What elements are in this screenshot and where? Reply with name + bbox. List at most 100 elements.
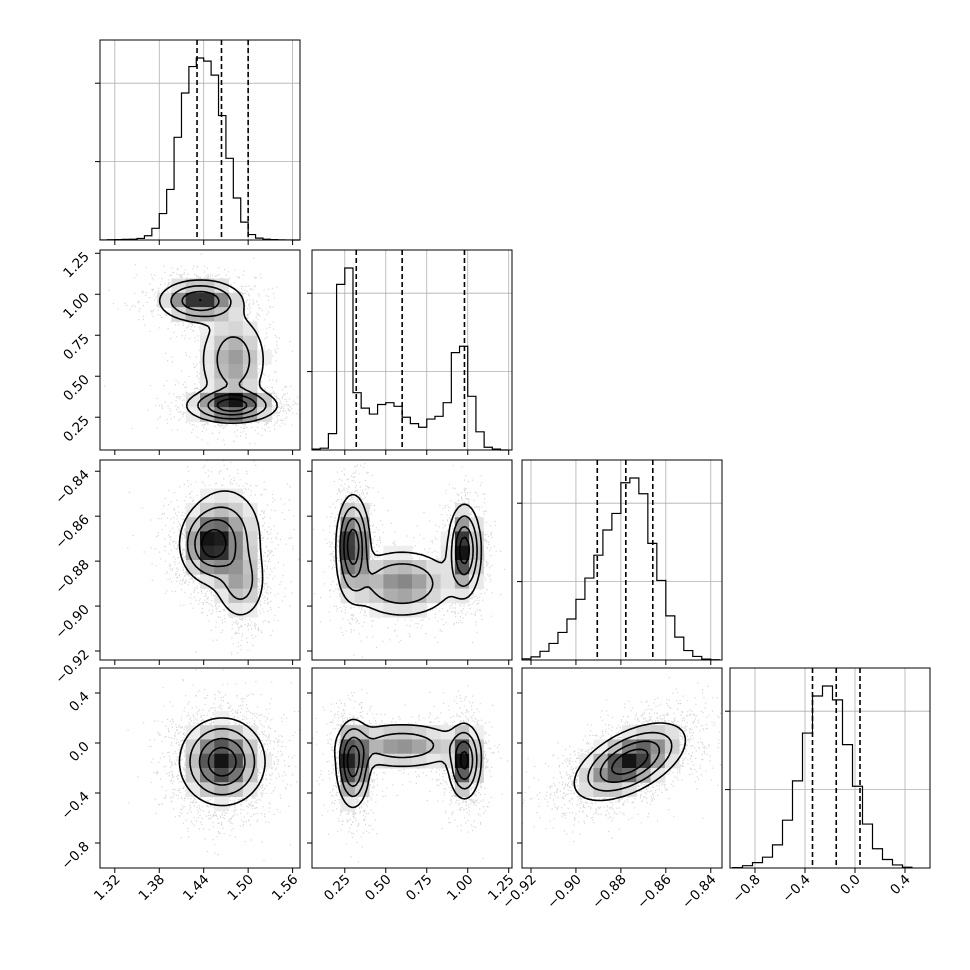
y-tick-label-1-0: 0.25 (60, 413, 93, 446)
density-cell (228, 364, 244, 379)
x-tick-label-3-2: 0.0 (837, 872, 864, 899)
density-cell (200, 364, 215, 379)
x-tick-label-0-3: 1.50 (224, 872, 257, 905)
density-cell (185, 782, 201, 797)
density-cell (454, 588, 470, 604)
density-cell (397, 725, 413, 740)
density-cell (440, 574, 456, 589)
density-cell (636, 768, 651, 783)
density-cell (383, 739, 399, 755)
density-cell (636, 753, 651, 769)
joint-panel-2_1 (307, 459, 513, 665)
x-tick-label-3-1: −0.4 (779, 872, 813, 906)
density-cell (426, 753, 441, 769)
joint-panel-1_0 (95, 249, 301, 455)
y-tick-label-2-3: −0.86 (52, 512, 93, 553)
y-tick-label-2-1: −0.90 (52, 602, 93, 643)
density-cell (426, 588, 441, 604)
contour-level-2 (194, 518, 237, 568)
density-cell (340, 588, 356, 604)
contour-level-1 (186, 506, 254, 601)
hist-panel-2 (517, 459, 723, 661)
density-cell (426, 574, 441, 589)
density-cell (214, 517, 229, 532)
hist-frame-0 (99, 39, 301, 241)
density-cell (200, 768, 215, 783)
hist-frame-1 (311, 249, 513, 451)
x-tick-label-0-0: 1.32 (91, 872, 124, 905)
density-cell (469, 517, 484, 532)
density-cell (593, 753, 609, 769)
density-cell (228, 392, 244, 408)
density-cell (257, 350, 272, 365)
scatter-samples-1_0 (104, 253, 300, 446)
density-cell (214, 560, 229, 575)
density-cell (579, 782, 594, 797)
contour-level-3 (207, 746, 237, 777)
density-cell (440, 753, 456, 769)
density-cell (636, 739, 651, 755)
joint-frame-2_1 (311, 459, 513, 661)
density-cell (214, 753, 229, 769)
contour-level-3 (611, 748, 649, 775)
density-cell (412, 588, 427, 604)
density-cell (228, 574, 244, 589)
contour-level-1 (189, 727, 256, 796)
density-cell (228, 321, 244, 337)
density-cell (242, 560, 258, 575)
y-tick-label-3-1: −0.4 (58, 789, 92, 823)
density-cell (214, 378, 229, 394)
x-tick-label-0-4: 1.56 (269, 872, 302, 905)
density-cell (242, 725, 258, 740)
density-cell (622, 753, 637, 769)
density-cell (214, 782, 229, 797)
x-tick-label-3-0: −0.8 (729, 872, 763, 906)
contour-level-1 (587, 731, 673, 792)
contour-level-2 (181, 290, 257, 416)
density-cell (185, 560, 201, 575)
density-cell (228, 588, 244, 604)
density-cell (185, 292, 201, 308)
y-tick-label-3-2: 0.0 (66, 739, 93, 766)
joint-frame-3_0 (99, 667, 301, 869)
joint-panel-3_2 (517, 667, 723, 873)
density-cell (200, 560, 215, 575)
contour-level-1 (170, 285, 267, 420)
density-cell (242, 502, 258, 518)
density-cell (185, 392, 201, 408)
corner-panels (95, 39, 931, 873)
density-cell (242, 545, 258, 561)
density-cell (242, 364, 258, 379)
joint-frame-2_0 (99, 459, 301, 661)
density-cell (228, 517, 244, 532)
density-cell (664, 725, 680, 740)
density-cell (383, 574, 399, 589)
contour-level-1 (339, 506, 478, 605)
histogram-step-1 (311, 267, 509, 451)
density-cell (228, 502, 244, 518)
density-cell (228, 292, 244, 308)
y-tick-label-1-4: 1.25 (60, 249, 93, 282)
x-tick-label-2-4: −0.84 (679, 872, 720, 913)
density-cell (200, 782, 215, 797)
contour-level-0 (178, 717, 266, 807)
density-cell (369, 588, 384, 604)
density-cell (607, 768, 623, 783)
x-tick-label-0-1: 1.38 (136, 872, 169, 905)
density-cell (228, 307, 244, 322)
density-cell (383, 560, 399, 575)
joint-frame-1_0 (99, 249, 301, 451)
density-cell (185, 753, 201, 769)
x-tick-label-2-2: −0.88 (589, 872, 630, 913)
density-cell (242, 321, 258, 337)
density-cell (369, 560, 384, 575)
density-cell (369, 739, 384, 755)
density-cell (228, 602, 244, 618)
density-cell (354, 517, 370, 532)
hist-panel-1 (307, 249, 513, 451)
density-cell (200, 350, 215, 365)
joint-panel-2_0 (95, 459, 301, 665)
density-cell (397, 588, 413, 604)
contour-level-2 (343, 517, 474, 578)
contour-level-0 (158, 279, 278, 424)
